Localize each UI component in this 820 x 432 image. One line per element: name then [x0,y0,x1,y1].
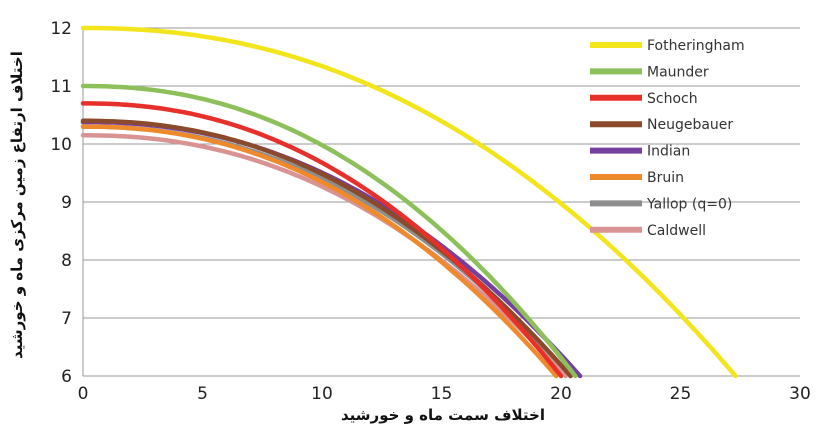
series-line-bruin [80,124,559,379]
series-line-schoch [80,101,564,379]
x-tick-labels: 0 5 10 15 20 25 30 [78,384,811,404]
x-tick-label: 5 [197,384,208,404]
legend: Fotheringham Maunder Schoch Neugebauer India… [590,38,745,239]
series-line-fotheringham [80,25,738,379]
series-line-neugebauer [80,118,573,379]
series-group [80,25,738,379]
y-tick-label: 8 [61,251,72,271]
legend-label: Maunder [647,64,709,80]
y-tick-labels: 6 7 8 9 10 11 12 [50,19,72,387]
y-axis-label: اختلاف ارتفاع زمین مرکزی ماه و خورشید [8,51,26,359]
legend-label: Schoch [647,91,698,107]
y-tick-label: 11 [50,77,72,97]
x-tick-label: 25 [670,384,692,404]
y-tick-label: 12 [50,19,72,39]
x-tick-label: 10 [311,384,333,404]
y-tick-label: 9 [61,193,72,213]
x-tick-label: 0 [78,384,89,404]
x-tick-label: 15 [431,384,453,404]
y-tick-label: 10 [50,135,72,155]
y-tick-label: 6 [61,367,72,387]
legend-label: Yallop (q=0) [646,196,732,212]
legend-label: Fotheringham [647,38,745,54]
legend-label: Indian [647,144,690,160]
x-tick-label: 20 [550,384,572,404]
x-tick-label: 30 [789,384,811,404]
series-line-maunder [80,83,578,379]
legend-label: Neugebauer [647,117,733,133]
series-line-caldwell [80,133,569,379]
y-tick-label: 7 [61,309,72,329]
legend-label: Caldwell [647,223,706,239]
x-axis-label: اختلاف سمت ماه و خورشید [341,406,545,424]
legend-label: Bruin [647,170,684,186]
